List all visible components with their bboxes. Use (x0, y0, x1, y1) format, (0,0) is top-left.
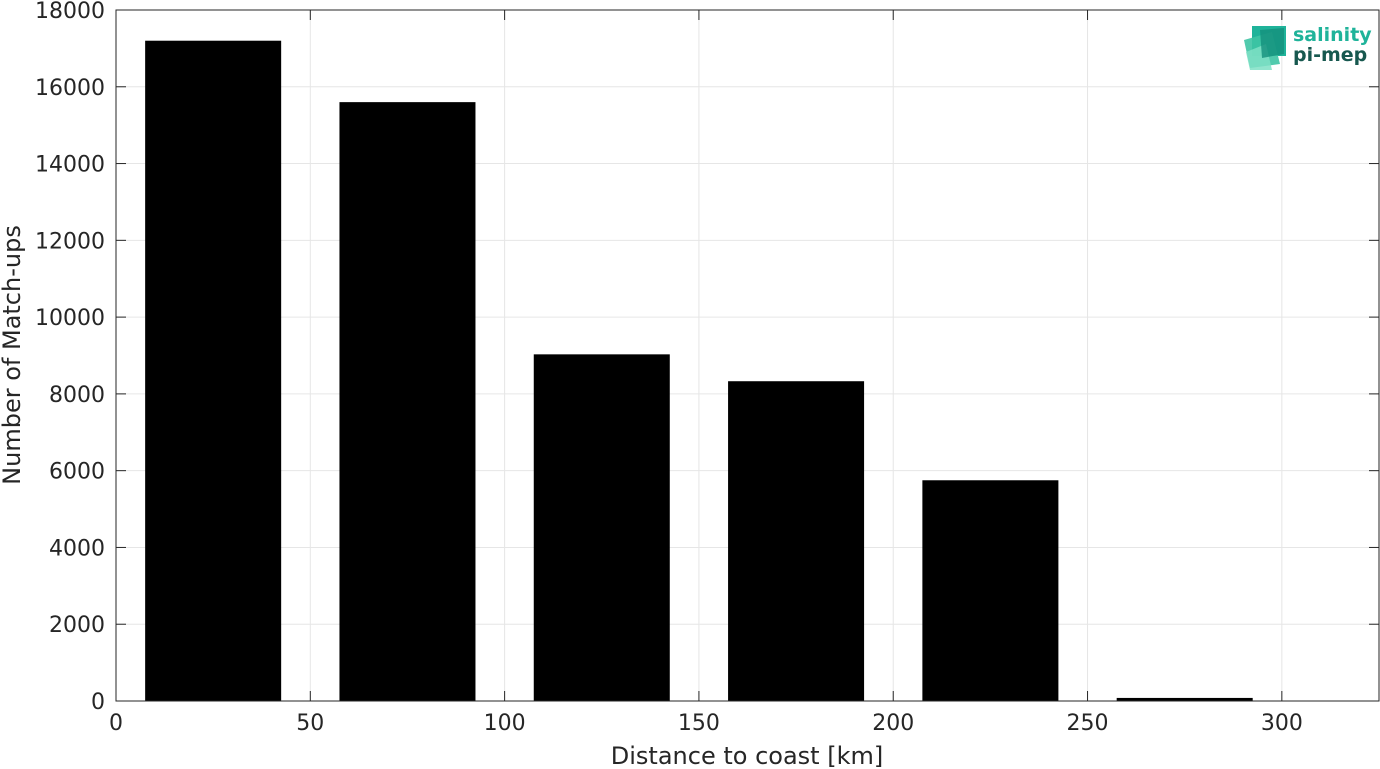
y-tick-label: 16000 (35, 76, 105, 101)
y-tick-label: 18000 (35, 0, 105, 24)
bar-3 (728, 381, 865, 701)
y-tick-label: 10000 (35, 306, 105, 331)
logo-line-salinity: salinity (1293, 24, 1372, 46)
bar-2 (533, 354, 670, 701)
x-tick-label: 300 (1261, 711, 1303, 736)
y-tick-label: 14000 (35, 153, 105, 178)
y-tick-label: 2000 (49, 613, 105, 638)
bar-5 (1116, 697, 1253, 701)
logo-mark-icon (1244, 26, 1286, 70)
bar-0 (145, 40, 282, 701)
bar-4 (922, 480, 1059, 701)
x-tick-label: 50 (296, 711, 324, 736)
bar-1 (339, 102, 476, 702)
x-axis-label: Distance to coast [km] (611, 742, 883, 769)
x-tick-label: 200 (872, 711, 914, 736)
bars (145, 40, 1253, 702)
x-tick-label: 250 (1067, 711, 1109, 736)
y-tick-label: 4000 (49, 536, 105, 561)
x-tick-labels: 0 50 100 150 200 250 300 (109, 711, 1303, 736)
x-tick-label: 0 (109, 711, 123, 736)
y-tick-label: 12000 (35, 229, 105, 254)
x-tick-label: 150 (678, 711, 720, 736)
y-tick-label: 6000 (49, 460, 105, 485)
y-tick-labels: 0 2000 4000 6000 8000 10000 12000 14000 16000 180… (35, 0, 105, 715)
y-tick-label: 8000 (49, 383, 105, 408)
x-tick-label: 100 (484, 711, 526, 736)
y-axis-label: Number of Match-ups (0, 225, 26, 485)
tick-marks (115, 9, 1379, 702)
plot-frame (115, 9, 1380, 702)
logo-line-pi-mep: pi-mep (1293, 44, 1367, 66)
salinity-pi-mep-logo: salinity pi-mep (1244, 24, 1372, 70)
y-tick-label: 0 (91, 690, 105, 715)
